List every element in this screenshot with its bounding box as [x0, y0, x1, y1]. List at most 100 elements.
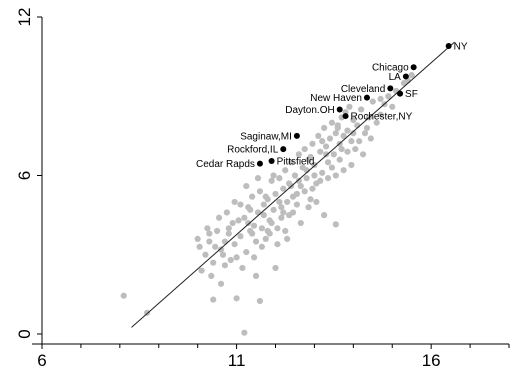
data-point	[260, 212, 267, 219]
data-point	[256, 188, 264, 195]
data-point	[336, 156, 343, 163]
data-point	[322, 143, 330, 150]
data-point	[305, 204, 312, 211]
data-point	[293, 201, 301, 208]
point-label: Pittsfield	[277, 156, 315, 167]
data-point	[270, 206, 277, 213]
data-point	[243, 249, 250, 256]
y-tick-label: 6	[15, 171, 34, 180]
data-point	[317, 177, 324, 184]
data-point	[247, 206, 254, 213]
data-point	[319, 138, 326, 145]
data-point	[328, 164, 336, 171]
data-point	[206, 230, 213, 237]
data-point	[243, 182, 250, 190]
data-point	[322, 151, 330, 158]
point-label: Chicago	[372, 63, 409, 74]
data-point	[215, 214, 223, 221]
point-label: Cedar Rapds	[196, 159, 255, 170]
data-point	[301, 188, 308, 195]
data-point	[262, 235, 269, 242]
data-point	[313, 198, 320, 206]
data-point	[385, 93, 392, 100]
data-point	[311, 172, 318, 179]
data-point	[278, 214, 285, 221]
data-point	[276, 175, 283, 182]
labeled-point	[410, 64, 417, 71]
data-point	[289, 193, 297, 200]
data-point	[348, 161, 355, 169]
data-point	[334, 124, 341, 132]
data-point	[303, 175, 310, 182]
data-point	[245, 219, 252, 227]
data-point	[307, 153, 314, 161]
data-point	[344, 127, 351, 134]
data-point	[291, 172, 299, 179]
point-label: Cleveland	[341, 84, 385, 95]
data-point	[324, 159, 332, 166]
data-point	[212, 243, 219, 250]
data-point	[367, 135, 374, 142]
x-tick-label: 11	[228, 351, 246, 368]
data-point	[210, 259, 217, 266]
data-point	[321, 124, 328, 132]
data-point	[358, 106, 365, 113]
data-point	[284, 235, 291, 242]
data-point	[249, 230, 256, 237]
data-point	[225, 230, 232, 237]
data-point	[309, 140, 316, 147]
data-point	[210, 296, 217, 303]
labeled-point	[268, 157, 275, 164]
data-point	[359, 151, 367, 158]
point-label: Dayton.OH	[285, 105, 334, 116]
data-point	[287, 159, 295, 166]
data-point	[326, 135, 334, 142]
data-point	[256, 297, 264, 305]
labeled-point	[336, 106, 343, 113]
data-point	[214, 227, 221, 235]
data-point	[231, 241, 238, 248]
data-point	[363, 124, 371, 132]
data-point	[264, 227, 271, 235]
data-point	[227, 256, 234, 264]
data-point	[194, 235, 201, 242]
x-tick-label: 16	[422, 351, 441, 368]
data-point	[252, 272, 260, 279]
point-label: Rockford,IL	[227, 145, 279, 156]
data-point	[229, 219, 236, 227]
data-point	[250, 254, 258, 261]
data-point	[346, 103, 353, 110]
data-point	[254, 175, 262, 182]
data-point	[223, 209, 230, 216]
labeled-point	[363, 94, 370, 101]
data-point	[332, 130, 339, 137]
data-point	[254, 209, 262, 216]
data-point	[206, 238, 213, 245]
point-label: New Haven	[310, 93, 362, 104]
labeled-point	[342, 113, 349, 120]
data-point	[377, 111, 384, 118]
x-tick-label: 6	[37, 351, 46, 368]
data-points	[120, 72, 415, 336]
data-point	[262, 193, 269, 200]
data-point	[198, 267, 205, 274]
labeled-point	[445, 43, 452, 50]
data-point	[250, 222, 258, 229]
data-point	[241, 329, 248, 336]
data-point	[280, 185, 287, 192]
data-point	[311, 161, 318, 169]
labeled-point	[256, 160, 263, 167]
data-point	[321, 212, 328, 219]
data-point	[389, 103, 396, 110]
data-point	[373, 119, 380, 126]
data-point	[120, 292, 127, 299]
data-point	[233, 254, 240, 261]
data-point	[348, 138, 355, 145]
data-point	[330, 151, 337, 158]
data-point	[338, 145, 345, 153]
data-point	[274, 225, 281, 232]
data-point	[280, 209, 287, 216]
data-point	[408, 72, 415, 79]
y-tick-label: 0	[15, 329, 34, 338]
